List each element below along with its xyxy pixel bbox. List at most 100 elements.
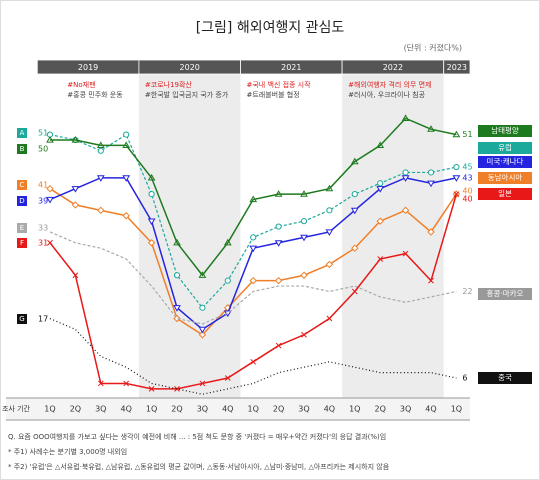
marker bbox=[427, 180, 435, 188]
marker bbox=[198, 271, 207, 278]
marker bbox=[274, 276, 283, 285]
marker bbox=[427, 169, 435, 176]
legend-box bbox=[478, 372, 532, 384]
annotation-headline: #국내 백신 접종 시작 bbox=[247, 80, 312, 89]
chart-title: [그림] 해외여행지 관심도 bbox=[196, 20, 345, 36]
marker bbox=[223, 238, 232, 246]
marker bbox=[301, 331, 307, 338]
legend-label: 동남아시아 bbox=[488, 172, 523, 182]
end-value-label: 43 bbox=[462, 173, 472, 182]
marker bbox=[72, 272, 79, 279]
x-tick-label: 2Q bbox=[375, 405, 386, 414]
series-letter-box bbox=[17, 180, 27, 190]
x-tick-label: 2Q bbox=[70, 405, 81, 414]
year-label: 2020 bbox=[180, 63, 200, 72]
marker bbox=[274, 190, 283, 197]
marker bbox=[224, 375, 231, 381]
marker bbox=[249, 195, 258, 203]
marker bbox=[96, 141, 105, 149]
start-value-label: 50 bbox=[38, 145, 48, 154]
series-letter: B bbox=[20, 145, 25, 153]
marker bbox=[402, 250, 409, 257]
marker bbox=[325, 229, 334, 236]
marker bbox=[300, 271, 308, 279]
annotation-detail: #홍콩 민주화 운동 bbox=[67, 90, 123, 99]
annotation-detail: #한국발 입국금지 국가 증가 bbox=[145, 90, 229, 99]
marker bbox=[350, 157, 359, 165]
marker bbox=[427, 125, 435, 132]
year-header bbox=[443, 59, 471, 75]
unit: (단위 : 커졌다%) bbox=[404, 43, 462, 53]
series-letter: A bbox=[20, 129, 25, 137]
marker bbox=[377, 256, 384, 262]
marker bbox=[123, 380, 130, 387]
marker bbox=[46, 184, 54, 193]
marker bbox=[351, 288, 358, 295]
marker bbox=[300, 190, 308, 197]
x-tick-label: 1Q bbox=[146, 405, 157, 414]
marker bbox=[452, 175, 461, 182]
legend-box bbox=[478, 156, 532, 168]
series-line bbox=[50, 117, 457, 277]
start-value-label: 33 bbox=[38, 224, 48, 233]
year-label: 2019 bbox=[78, 63, 98, 72]
marker bbox=[198, 326, 207, 334]
marker bbox=[47, 239, 53, 246]
legend-label: 남태평양 bbox=[491, 125, 519, 135]
series-letter: E bbox=[20, 224, 24, 232]
series-letter-box bbox=[17, 238, 27, 248]
x-tick-label: 4Q bbox=[121, 405, 132, 414]
marker bbox=[401, 175, 410, 182]
x-tick-label: 2Q bbox=[273, 405, 284, 414]
start-value-label: 51 bbox=[38, 129, 48, 138]
marker bbox=[71, 186, 80, 193]
series-letter-box bbox=[17, 144, 27, 154]
marker bbox=[224, 277, 231, 284]
legend-box bbox=[478, 288, 532, 300]
marker bbox=[427, 228, 435, 236]
start-value-label: 41 bbox=[38, 181, 48, 190]
marker bbox=[198, 331, 207, 339]
marker bbox=[350, 207, 359, 215]
marker bbox=[249, 245, 258, 253]
x-tick-label: 2Q bbox=[171, 405, 182, 414]
marker bbox=[275, 223, 282, 230]
marker bbox=[123, 131, 130, 138]
legend-label: 홍콩·마카오 bbox=[487, 288, 524, 298]
marker bbox=[122, 212, 130, 220]
marker bbox=[148, 191, 155, 198]
series-letter: G bbox=[19, 315, 24, 323]
legend-box bbox=[478, 142, 532, 154]
marker bbox=[401, 206, 410, 215]
annotation-headline: #해외여행자 격리 의무 면제 bbox=[348, 80, 431, 89]
marker bbox=[377, 180, 384, 187]
marker bbox=[452, 130, 461, 138]
x-tick-label: 1Q bbox=[248, 405, 259, 414]
series-letter-box bbox=[17, 128, 27, 138]
marker bbox=[376, 186, 385, 193]
marker bbox=[199, 304, 206, 311]
x-tick-label: 4Q bbox=[324, 405, 335, 414]
marker bbox=[453, 191, 460, 197]
marker bbox=[147, 218, 156, 226]
end-value-label: 40 bbox=[462, 195, 472, 204]
marker bbox=[173, 305, 181, 312]
note: Q. 요즘 OOO여행지를 가보고 싶다는 생각이 예전에 비해 ... : 5… bbox=[8, 432, 386, 441]
end-value-label: 6 bbox=[462, 374, 467, 383]
marker bbox=[250, 358, 257, 365]
marker bbox=[300, 234, 308, 242]
marker bbox=[325, 260, 334, 269]
series-letter-box bbox=[17, 196, 27, 206]
marker bbox=[325, 184, 334, 192]
marker bbox=[174, 386, 180, 392]
series-letter: D bbox=[19, 197, 24, 205]
series-letter: C bbox=[20, 181, 25, 189]
legend-label: 일본 bbox=[498, 189, 512, 198]
x-tick-label: 3Q bbox=[298, 405, 309, 414]
marker bbox=[148, 386, 155, 392]
end-value-label: 22 bbox=[462, 287, 472, 296]
legend-label: 미국·캐나다 bbox=[487, 157, 524, 166]
marker bbox=[71, 201, 80, 209]
legend-label: 중국 bbox=[498, 373, 512, 382]
